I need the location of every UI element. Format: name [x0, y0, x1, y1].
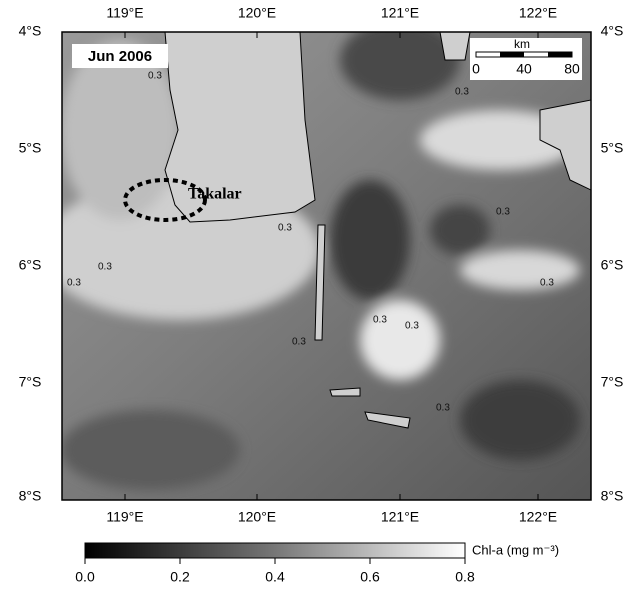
lat-label: 7°S [601, 374, 624, 390]
scale-tick: 40 [516, 61, 532, 77]
contour-label: 0.3 [148, 71, 162, 82]
contour-label: 0.3 [496, 207, 510, 218]
lat-label: 8°S [19, 488, 42, 504]
colorbar-tick-label: 0.8 [455, 569, 475, 585]
lat-label: 5°S [601, 140, 624, 156]
colorbar-tick-label: 0.6 [360, 569, 380, 585]
colorbar-tick-label: 0.4 [265, 569, 285, 585]
colorbar-label: Chl-a (mg m⁻³) [472, 542, 559, 557]
lat-label: 6°S [19, 257, 42, 273]
contour-label: 0.3 [278, 223, 292, 234]
map-figure: Takalar Jun 2006 km 0 40 80 0.3 0.3 0.3 … [0, 0, 636, 590]
place-label: Takalar [188, 186, 242, 203]
contour-label: 0.3 [67, 278, 81, 289]
colorbar [85, 543, 465, 558]
scale-tick: 80 [564, 61, 580, 77]
lon-label: 122°E [519, 509, 557, 525]
scale-bar: km 0 40 80 [470, 37, 582, 80]
contour-label: 0.3 [436, 403, 450, 414]
colorbar-tick-label: 0.0 [75, 569, 95, 585]
contour-label: 0.3 [540, 278, 554, 289]
lat-label: 6°S [601, 257, 624, 273]
map-title: Jun 2006 [88, 48, 152, 65]
lat-label: 4°S [19, 23, 42, 39]
map-area [40, 20, 591, 500]
colorbar-tick-label: 0.2 [170, 569, 190, 585]
lon-label: 122°E [519, 5, 557, 21]
contour-label: 0.3 [373, 315, 387, 326]
lon-label: 121°E [381, 5, 419, 21]
contour-label: 0.3 [455, 87, 469, 98]
scale-unit: km [514, 37, 530, 51]
lon-label: 119°E [106, 509, 143, 525]
lon-label: 119°E [106, 5, 143, 21]
lon-label: 120°E [238, 509, 276, 525]
lat-label: 5°S [19, 140, 42, 156]
lon-label: 121°E [381, 509, 419, 525]
scale-tick: 0 [472, 61, 480, 77]
lon-label: 120°E [238, 5, 276, 21]
contour-label: 0.3 [405, 321, 419, 332]
lat-label: 8°S [601, 488, 624, 504]
contour-label: 0.3 [98, 262, 112, 273]
contour-label: 0.3 [292, 337, 306, 348]
lat-label: 7°S [19, 374, 42, 390]
lat-label: 4°S [601, 23, 624, 39]
